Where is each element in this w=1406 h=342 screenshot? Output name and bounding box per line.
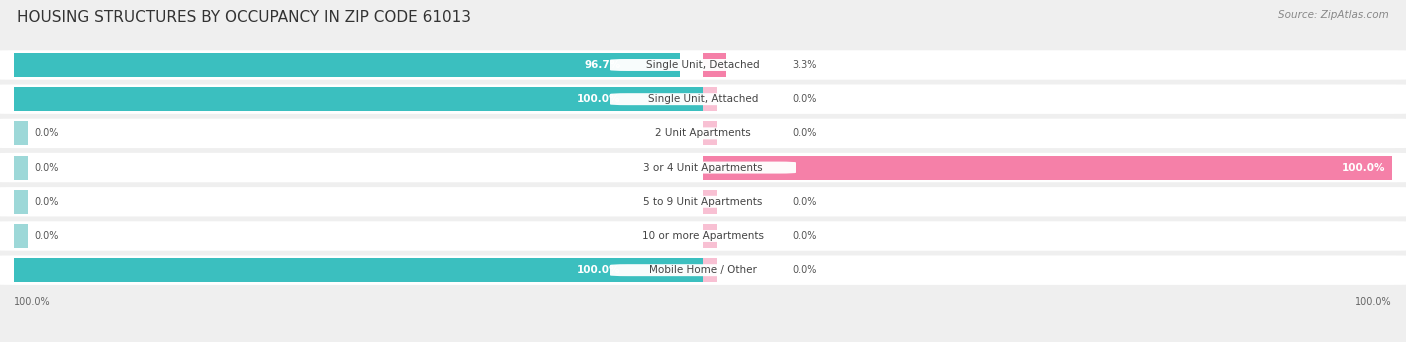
Text: 100.0%: 100.0%	[1341, 162, 1385, 173]
Bar	[703, 121, 717, 145]
FancyBboxPatch shape	[0, 119, 1406, 148]
Bar	[14, 121, 28, 145]
Text: Mobile Home / Other: Mobile Home / Other	[650, 265, 756, 275]
Bar	[14, 258, 703, 282]
Text: 100.0%: 100.0%	[14, 297, 51, 307]
FancyBboxPatch shape	[610, 196, 796, 208]
FancyBboxPatch shape	[610, 230, 796, 242]
Text: 0.0%: 0.0%	[35, 231, 59, 241]
Bar	[703, 224, 717, 248]
Text: 2 Unit Apartments: 2 Unit Apartments	[655, 128, 751, 139]
Text: 0.0%: 0.0%	[793, 197, 817, 207]
FancyBboxPatch shape	[610, 128, 796, 140]
Text: 100.0%: 100.0%	[1355, 297, 1392, 307]
Text: 0.0%: 0.0%	[35, 197, 59, 207]
Bar	[14, 87, 703, 111]
FancyBboxPatch shape	[610, 264, 796, 276]
Bar	[14, 190, 28, 214]
Text: 0.0%: 0.0%	[793, 94, 817, 104]
Text: HOUSING STRUCTURES BY OCCUPANCY IN ZIP CODE 61013: HOUSING STRUCTURES BY OCCUPANCY IN ZIP C…	[17, 10, 471, 25]
FancyBboxPatch shape	[0, 221, 1406, 251]
Text: 96.7%: 96.7%	[583, 60, 620, 70]
Bar	[703, 53, 725, 77]
Text: 100.0%: 100.0%	[576, 94, 620, 104]
Text: 0.0%: 0.0%	[793, 231, 817, 241]
FancyBboxPatch shape	[0, 50, 1406, 80]
Text: Single Unit, Attached: Single Unit, Attached	[648, 94, 758, 104]
FancyBboxPatch shape	[0, 255, 1406, 285]
Bar	[703, 156, 1392, 180]
Bar	[14, 224, 28, 248]
Bar	[14, 53, 681, 77]
FancyBboxPatch shape	[0, 84, 1406, 114]
Bar	[703, 190, 717, 214]
FancyBboxPatch shape	[0, 187, 1406, 216]
Text: 0.0%: 0.0%	[793, 265, 817, 275]
Bar	[703, 87, 717, 111]
Bar	[14, 156, 28, 180]
Text: 10 or more Apartments: 10 or more Apartments	[643, 231, 763, 241]
Text: 3.3%: 3.3%	[793, 60, 817, 70]
FancyBboxPatch shape	[610, 162, 796, 174]
Text: 5 to 9 Unit Apartments: 5 to 9 Unit Apartments	[644, 197, 762, 207]
Text: Single Unit, Detached: Single Unit, Detached	[647, 60, 759, 70]
Text: 100.0%: 100.0%	[576, 265, 620, 275]
Text: 0.0%: 0.0%	[35, 128, 59, 139]
Text: 3 or 4 Unit Apartments: 3 or 4 Unit Apartments	[643, 162, 763, 173]
Bar	[703, 258, 717, 282]
FancyBboxPatch shape	[0, 153, 1406, 182]
Text: 0.0%: 0.0%	[793, 128, 817, 139]
Text: 0.0%: 0.0%	[35, 162, 59, 173]
Text: Source: ZipAtlas.com: Source: ZipAtlas.com	[1278, 10, 1389, 20]
FancyBboxPatch shape	[610, 59, 796, 71]
FancyBboxPatch shape	[610, 93, 796, 105]
